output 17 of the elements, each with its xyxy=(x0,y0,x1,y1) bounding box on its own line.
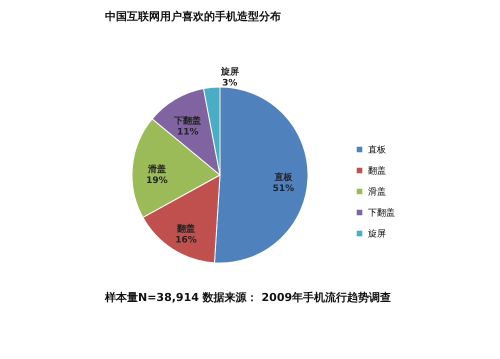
legend-label: 翻盖 xyxy=(368,166,386,176)
slice-label: 滑盖 xyxy=(146,164,166,176)
slice-label: 直板 xyxy=(273,172,294,183)
data-label: 51% xyxy=(272,184,294,194)
data-label: 16% xyxy=(175,235,197,246)
slice-label: 下翻盖 xyxy=(173,115,202,126)
legend-label: 直板 xyxy=(368,144,386,156)
slice-label: 翻盖 xyxy=(176,223,196,234)
text: 样本量N=38,914 数据来源： 2009年手机流行趋势调查 xyxy=(104,291,392,304)
legend-label: 下翻盖 xyxy=(368,208,395,218)
chart-title: 中国互联网用户喜欢的手机造型分布 xyxy=(105,10,281,23)
data-label: 11% xyxy=(176,127,199,138)
data-label: 3% xyxy=(222,78,238,88)
slice-label: 旋屏 xyxy=(220,66,239,78)
legend-label: 旋屏 xyxy=(368,228,386,240)
data-label: 19% xyxy=(146,176,168,186)
legend-label: 滑盖 xyxy=(368,186,386,198)
